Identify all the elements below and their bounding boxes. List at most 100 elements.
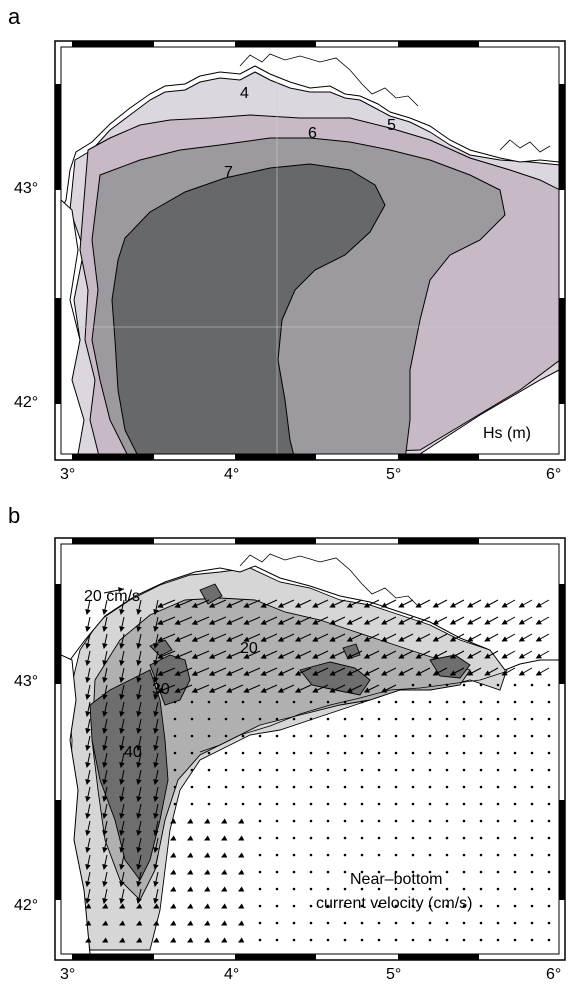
velocity-dot — [309, 717, 313, 721]
velocity-dot — [496, 717, 500, 721]
velocity-arrowhead — [136, 643, 142, 650]
velocity-arrowhead — [85, 830, 91, 837]
velocity-arrowhead — [208, 670, 216, 676]
velocity-arrow — [467, 667, 482, 676]
velocity-dot — [462, 887, 466, 891]
velocity-arrowhead — [415, 636, 422, 642]
velocity-arrowhead — [277, 636, 284, 642]
velocity-arrow — [450, 667, 465, 676]
velocity-dot — [547, 887, 551, 891]
velocity-dot — [258, 819, 262, 823]
velocity-arrow — [137, 871, 142, 887]
velocity-arrowhead — [136, 745, 142, 752]
velocity-arrow — [450, 650, 465, 659]
velocity-dot — [445, 700, 449, 704]
velocity-arrow — [137, 888, 142, 904]
velocity-dot — [173, 785, 177, 789]
velocity-arrowhead — [329, 619, 336, 625]
velocity-arrowhead — [484, 636, 491, 642]
velocity-arrowhead — [398, 602, 405, 608]
velocity-dot — [462, 751, 466, 755]
velocity-arrow — [154, 820, 159, 836]
velocity-dot — [411, 802, 415, 806]
velocity-dot — [479, 887, 483, 891]
velocity-dot — [411, 938, 415, 942]
panel-b-xtick-5: 5° — [386, 966, 402, 983]
velocity-arrowhead — [467, 619, 474, 625]
velocity-arrow — [157, 633, 176, 642]
velocity-arrow — [244, 616, 261, 625]
velocity-arrow — [295, 633, 312, 642]
velocity-arrow — [86, 718, 91, 734]
velocity-dot — [479, 700, 483, 704]
velocity-dot — [445, 887, 449, 891]
velocity-arrowhead — [119, 796, 125, 803]
velocity-arrowhead — [136, 609, 142, 616]
velocity-arrowhead — [398, 636, 405, 642]
velocity-dot — [258, 700, 262, 704]
velocity-arrow — [103, 820, 108, 836]
velocity-arrowhead — [119, 677, 125, 684]
velocity-dot — [173, 700, 177, 704]
velocity-arrowhead — [208, 619, 216, 625]
velocity-arrowhead — [238, 886, 245, 892]
panel-a-xtick-5: 5° — [386, 466, 402, 483]
velocity-dot — [513, 921, 517, 925]
velocity-arrowhead — [277, 653, 284, 659]
velocity-arrow — [209, 684, 227, 693]
velocity-arrow — [364, 684, 380, 693]
velocity-arrow — [484, 599, 499, 608]
velocity-arrowhead — [85, 643, 91, 650]
velocity-arrowhead — [518, 653, 525, 659]
velocity-dot — [530, 921, 534, 925]
velocity-arrow — [137, 735, 142, 751]
velocity-arrowhead — [153, 711, 159, 718]
velocity-arrow — [221, 922, 227, 926]
velocity-arrow — [204, 854, 210, 858]
velocity-arrowhead — [153, 677, 159, 684]
velocity-dot — [343, 751, 347, 755]
velocity-dot — [428, 785, 432, 789]
velocity-dot — [428, 751, 432, 755]
velocity-arrow — [330, 650, 346, 659]
velocity-arrow — [154, 735, 159, 751]
velocity-dot — [309, 938, 313, 942]
velocity-dot — [343, 921, 347, 925]
velocity-dot — [445, 938, 449, 942]
velocity-arrow — [502, 599, 516, 608]
velocity-arrow — [187, 871, 193, 875]
velocity-dot — [360, 700, 364, 704]
velocity-dot — [207, 802, 211, 806]
velocity-arrow — [364, 616, 380, 625]
velocity-arrow — [120, 803, 125, 819]
velocity-dot — [513, 836, 517, 840]
velocity-arrowhead — [191, 636, 198, 642]
velocity-arrowhead — [449, 653, 457, 659]
velocity-dot — [343, 700, 347, 704]
velocity-arrowhead — [501, 602, 508, 608]
velocity-band-dark-7 — [342, 643, 361, 660]
velocity-arrowhead — [294, 602, 302, 608]
velocity-arrowhead — [226, 687, 233, 693]
velocity-arrowhead — [119, 813, 125, 820]
velocity-arrow — [312, 616, 329, 625]
velocity-arrowhead — [312, 687, 319, 693]
velocity-arrowhead — [535, 619, 542, 625]
velocity-dot — [530, 785, 534, 789]
velocity-arrow — [157, 684, 176, 693]
velocity-arrow — [238, 854, 244, 858]
velocity-arrowhead — [174, 687, 181, 693]
velocity-arrowhead — [85, 847, 91, 854]
velocity-arrowhead — [136, 864, 142, 871]
velocity-dot — [343, 870, 347, 874]
velocity-arrow — [120, 820, 125, 836]
velocity-arrowhead — [380, 653, 388, 659]
velocity-arrow — [154, 888, 159, 904]
velocity-dot — [258, 734, 262, 738]
velocity-arrow — [192, 633, 210, 642]
velocity-dot — [479, 734, 483, 738]
velocity-arrow — [295, 650, 312, 659]
velocity-arrow — [433, 650, 448, 659]
velocity-dot — [326, 717, 330, 721]
velocity-arrowhead — [221, 818, 228, 824]
